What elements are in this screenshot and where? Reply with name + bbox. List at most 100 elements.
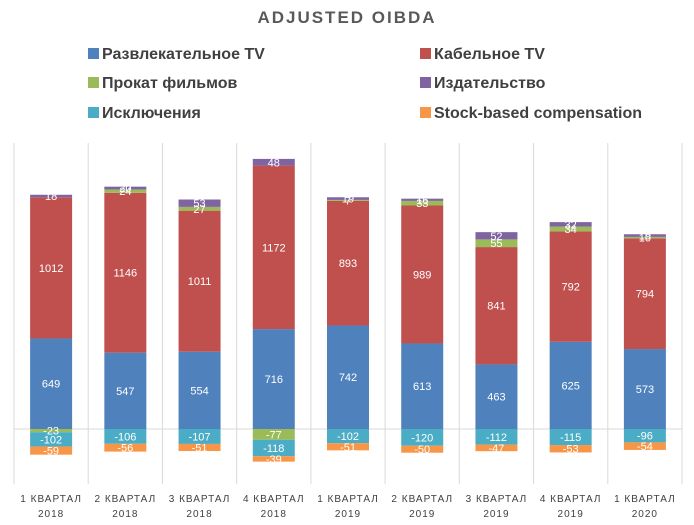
data-label: 19	[342, 194, 354, 206]
data-label: 55	[490, 238, 502, 250]
bar-segment	[30, 194, 73, 198]
data-label: 613	[413, 381, 431, 393]
legend-swatch	[420, 77, 431, 88]
data-label: 27	[193, 204, 205, 216]
data-label: 463	[487, 392, 505, 404]
data-label: 16	[416, 195, 428, 207]
x-tick-label: 2 КВАРТАЛ	[391, 494, 453, 505]
bar-segment	[623, 442, 666, 450]
data-label: -96	[637, 431, 653, 443]
x-tick-label: 3 КВАРТАЛ	[169, 494, 231, 505]
legend-label: Stock-based compensation	[434, 105, 642, 122]
bar-segment	[549, 445, 592, 453]
x-tick-label: 1 КВАРТАЛ	[614, 494, 676, 505]
legend-swatch	[420, 107, 431, 118]
data-label: 53	[193, 198, 205, 210]
data-label: 547	[116, 386, 134, 398]
data-label: 1146	[114, 268, 138, 280]
data-label: 33	[416, 198, 428, 210]
legend-swatch	[420, 48, 431, 59]
bar-segment	[401, 205, 444, 344]
data-label: 18	[45, 191, 57, 203]
bar-segment	[30, 338, 73, 429]
data-label: -106	[114, 431, 136, 443]
data-label: -50	[414, 444, 430, 456]
x-tick-label: 4 КВАРТАЛ	[540, 494, 602, 505]
bar-segment	[475, 429, 518, 445]
data-labels: 6491012-2318-102-5954711462420-106-56554…	[39, 157, 654, 466]
bar-segments	[30, 158, 666, 462]
data-label: 625	[561, 380, 579, 392]
bar-segment	[104, 429, 147, 444]
x-tick-label: 4 КВАРТАЛ	[243, 494, 305, 505]
legend-label: Развлекательное TV	[102, 46, 265, 63]
bar-segment	[549, 231, 592, 342]
bar-segment	[327, 197, 369, 200]
x-tick-label: 2 КВАРТАЛ	[95, 494, 157, 505]
data-label: -120	[411, 432, 433, 444]
bar-segment	[401, 429, 444, 446]
data-label: 573	[636, 384, 654, 396]
bar-segment	[104, 352, 147, 429]
x-tick-label: 2019	[335, 509, 361, 520]
legend-label: Кабельное TV	[434, 46, 545, 63]
bar-segment	[252, 456, 295, 462]
data-label: -39	[266, 454, 282, 466]
data-label: 893	[339, 258, 357, 270]
data-label: 989	[413, 269, 431, 281]
bar-segment	[252, 158, 295, 166]
data-label: 742	[339, 372, 357, 384]
data-label: -53	[563, 444, 579, 456]
x-tick-label: 2018	[261, 509, 287, 520]
bar-segment	[549, 341, 592, 429]
bar-segment	[475, 232, 518, 240]
bar-segment	[327, 200, 369, 326]
data-label: -118	[263, 443, 284, 455]
data-label: -102	[40, 434, 62, 446]
bar-segment	[475, 364, 518, 429]
data-label: 32	[565, 219, 577, 231]
bar-segment	[30, 446, 73, 455]
chart-legend: Развлекательное TV Кабельное TV Прокат фил…	[88, 46, 642, 122]
bar-segment	[401, 200, 444, 206]
data-label: 716	[265, 374, 283, 386]
x-tick-label: 1 КВАРТАЛ	[20, 494, 82, 505]
x-tick-label: 2019	[483, 509, 509, 520]
data-label: 7	[345, 195, 351, 207]
x-tick-label: 3 КВАРТАЛ	[466, 494, 528, 505]
bar-segment	[104, 192, 147, 353]
bar-segment	[30, 197, 73, 339]
legend-swatch	[88, 48, 99, 59]
bar-segment	[178, 443, 221, 452]
bar-segment	[178, 351, 221, 429]
bar-segment	[475, 247, 518, 365]
x-axis: 1 КВАРТАЛ 2018 2 КВАРТАЛ 2018 3 КВАРТАЛ 2018 4…	[20, 494, 676, 520]
legend-swatch	[88, 77, 99, 88]
data-label: 19	[639, 231, 651, 243]
bar-segment	[401, 343, 444, 429]
data-label: 841	[487, 301, 505, 313]
x-tick-label: 2018	[186, 509, 212, 520]
bar-segment	[252, 429, 295, 440]
bar-segment	[623, 429, 666, 443]
data-label: 794	[636, 289, 654, 301]
data-label: -107	[189, 431, 211, 443]
bar-segment	[30, 429, 73, 433]
bar-segment	[178, 429, 221, 444]
data-label: 10	[639, 233, 651, 245]
bar-segment	[327, 199, 369, 201]
x-tick-label: 2019	[409, 509, 435, 520]
chart-title: ADJUSTED OIBDA	[257, 8, 436, 27]
x-tick-label: 2019	[558, 509, 584, 520]
data-label: -102	[337, 431, 359, 443]
bar-segment	[104, 186, 147, 190]
bar-segment	[549, 222, 592, 227]
x-tick-label: 2020	[632, 509, 658, 520]
data-label: -23	[43, 426, 59, 438]
data-label: -51	[340, 442, 356, 454]
x-tick-label: 2018	[112, 509, 138, 520]
bar-segment	[178, 199, 221, 207]
data-label: 1012	[39, 263, 63, 275]
bar-segment	[623, 238, 666, 350]
